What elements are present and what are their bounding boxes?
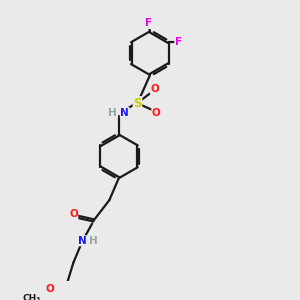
Text: F: F: [175, 37, 182, 47]
Text: F: F: [145, 18, 152, 28]
Text: N: N: [120, 108, 129, 118]
Text: N: N: [78, 236, 87, 246]
Text: O: O: [150, 84, 159, 94]
Text: O: O: [69, 209, 78, 219]
Text: H: H: [89, 236, 98, 246]
Text: H: H: [108, 108, 117, 118]
Text: O: O: [46, 284, 54, 294]
Text: S: S: [133, 97, 142, 110]
Text: O: O: [152, 108, 161, 118]
Text: CH₃: CH₃: [22, 294, 40, 300]
